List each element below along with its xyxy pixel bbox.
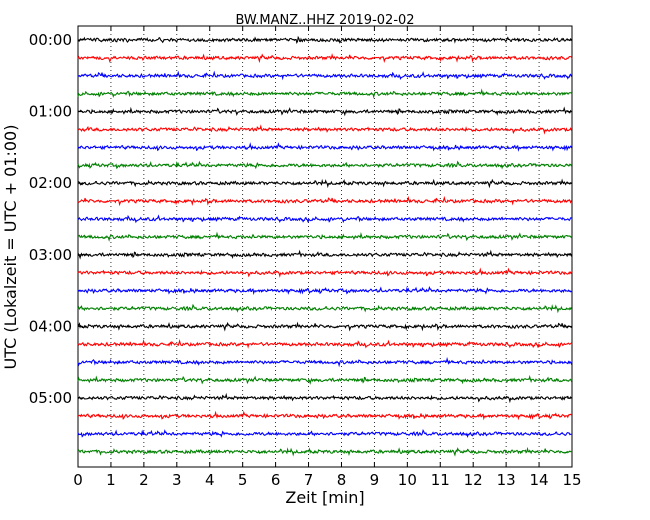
seismic-trace bbox=[77, 106, 573, 117]
seismic-trace bbox=[77, 160, 573, 170]
seismic-trace bbox=[77, 286, 573, 296]
y-tick-label: 00:00 bbox=[29, 31, 72, 49]
seismic-traces bbox=[77, 35, 573, 457]
x-tick-label: 3 bbox=[172, 471, 182, 489]
chart-title: BW.MANZ..HHZ 2019-02-02 bbox=[235, 13, 414, 28]
x-tick-label: 4 bbox=[205, 471, 215, 489]
x-tick-label: 5 bbox=[238, 471, 248, 489]
x-tick-label: 6 bbox=[271, 471, 281, 489]
seismic-trace bbox=[77, 249, 573, 260]
seismic-trace bbox=[77, 142, 573, 152]
vertical-gridlines bbox=[110, 26, 540, 467]
y-tick-label: 04:00 bbox=[29, 317, 72, 335]
y-tick-label: 05:00 bbox=[29, 389, 72, 407]
y-tick-label: 03:00 bbox=[29, 246, 72, 264]
y-tick-label: 01:00 bbox=[29, 103, 72, 121]
x-tick-label: 10 bbox=[398, 471, 417, 489]
y-axis-label: UTC (Lokalzeit = UTC + 01:00) bbox=[1, 125, 20, 370]
x-tick-label: 9 bbox=[370, 471, 380, 489]
x-tick-label: 13 bbox=[497, 471, 516, 489]
x-tick-label: 11 bbox=[431, 471, 450, 489]
seismic-trace bbox=[77, 70, 573, 81]
x-tick-label: 7 bbox=[304, 471, 314, 489]
seismic-trace bbox=[77, 321, 573, 332]
plot-frame bbox=[77, 25, 573, 468]
x-tick-label: 0 bbox=[73, 471, 83, 489]
y-tick-label: 02:00 bbox=[29, 174, 72, 192]
seismic-trace bbox=[77, 392, 573, 404]
x-tick-label: 2 bbox=[139, 471, 149, 489]
seismic-trace bbox=[77, 410, 573, 421]
seismic-trace bbox=[77, 53, 573, 64]
seismic-trace bbox=[77, 356, 573, 368]
seismic-trace bbox=[77, 88, 573, 99]
seismic-trace bbox=[77, 303, 573, 314]
y-axis-ticks: 00:00 01:00 02:00 03:00 04:00 05:00 bbox=[29, 31, 572, 407]
seismic-trace bbox=[77, 178, 573, 189]
x-axis-label: Zeit [min] bbox=[285, 488, 364, 507]
x-tick-label: 12 bbox=[464, 471, 483, 489]
seismic-trace bbox=[77, 195, 573, 207]
seismic-trace bbox=[77, 124, 573, 135]
x-tick-label: 1 bbox=[106, 471, 116, 489]
x-tick-label: 15 bbox=[562, 471, 581, 489]
seismic-trace bbox=[77, 267, 573, 278]
x-axis-ticks: 0 1 2 3 4 5 6 7 8 9 10 11 12 13 14 15 bbox=[73, 26, 582, 489]
x-tick-label: 8 bbox=[337, 471, 347, 489]
seismic-trace bbox=[77, 35, 573, 44]
x-tick-label: 14 bbox=[530, 471, 549, 489]
seismic-trace bbox=[77, 429, 573, 438]
seismic-trace bbox=[77, 339, 573, 349]
seismic-trace bbox=[77, 446, 573, 457]
seismic-trace bbox=[77, 374, 573, 385]
seismic-trace bbox=[77, 231, 573, 242]
seismic-trace bbox=[77, 214, 573, 224]
